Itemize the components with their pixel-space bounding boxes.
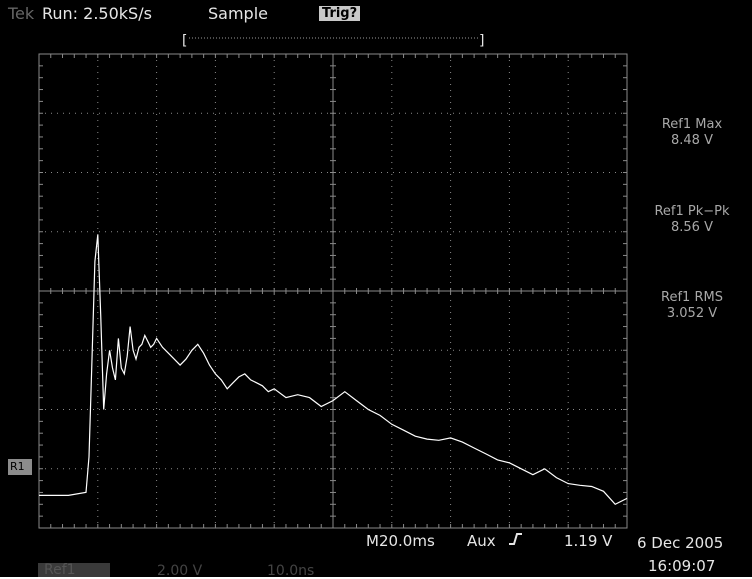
ref1-channel-label: Ref1 [44, 562, 76, 578]
measurement-value: 8.48 V [671, 133, 713, 148]
ref1-ground-marker: R1 [8, 459, 32, 475]
run-rate-status: Run: 2.50kS/s [42, 4, 152, 23]
svg-text:[: [ [182, 33, 187, 49]
ref1-trace [39, 234, 628, 506]
measurement-label: Ref1 RMS [661, 290, 723, 305]
time-readout: 16:09:07 [648, 557, 716, 575]
ref1-time-per-div: 10.0ns [267, 563, 315, 579]
graticule-grid [38, 53, 628, 529]
trigger-level-readout: 1.19 V [564, 532, 613, 550]
svg-text:]: ] [479, 33, 484, 49]
rising-edge-icon [509, 533, 522, 545]
measurement-value: 3.052 V [666, 306, 718, 321]
ref1-volts-per-div: 2.00 V [157, 563, 203, 579]
record-length-bar: [ ] [182, 33, 484, 49]
measurement-ref1-max: Ref1 Max 8.48 V [638, 117, 746, 149]
measurement-label: Ref1 Pk−Pk [654, 204, 730, 219]
measurement-ref1-pkpk: Ref1 Pk−Pk 8.56 V [638, 204, 746, 236]
trigger-status-badge: Trig? [319, 6, 361, 21]
measurement-label: Ref1 Max [661, 117, 723, 132]
timebase-readout: M20.0ms [366, 532, 435, 550]
ref1-channel-box [38, 563, 110, 577]
brand-label: Tek [8, 4, 35, 23]
acquisition-mode: Sample [208, 4, 268, 23]
date-readout: 6 Dec 2005 [637, 534, 724, 552]
measurement-ref1-rms: Ref1 RMS 3.052 V [638, 290, 746, 322]
trigger-source-readout: Aux [467, 532, 496, 550]
measurement-value: 8.56 V [671, 220, 713, 235]
